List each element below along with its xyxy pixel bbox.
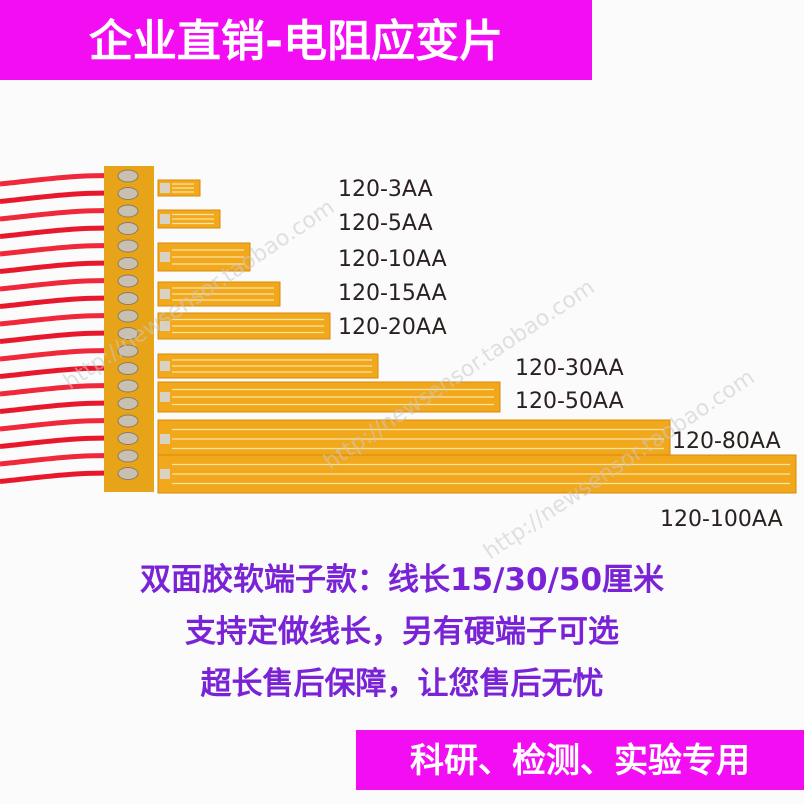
solder-pad: [117, 449, 139, 463]
solder-pad: [117, 222, 139, 235]
solder-pad: [117, 414, 139, 428]
solder-pad: [117, 257, 139, 270]
gauge-tab: [160, 434, 170, 444]
gauge-tab: [160, 469, 170, 479]
gauge-tab: [160, 214, 170, 224]
gauge-tab: [160, 392, 170, 402]
header-banner: [0, 0, 592, 80]
gauge-tab: [160, 252, 170, 262]
gauge-tab: [160, 361, 170, 371]
solder-pad: [117, 362, 139, 375]
description-line: 超长售后保障，让您售后无忧: [201, 666, 604, 702]
terminals: [117, 169, 139, 480]
solder-pad: [117, 397, 139, 410]
footer-text: 科研、检测、实验专用: [410, 741, 750, 781]
gauge-label: 120-80AA: [672, 429, 781, 454]
gauge-label: 120-3AA: [338, 177, 433, 202]
solder-pad: [117, 344, 139, 358]
gauge-tab: [160, 183, 170, 193]
description-line: 支持定做线长，另有硬端子可选: [185, 614, 619, 650]
gauge-label: 120-50AA: [515, 389, 624, 414]
solder-pad: [117, 327, 139, 340]
solder-pad: [117, 187, 139, 200]
gauge-label: 120-5AA: [338, 211, 433, 236]
gauge-label: 120-100AA: [660, 507, 783, 532]
solder-pad: [117, 432, 139, 445]
gauge-label: 120-20AA: [338, 315, 447, 340]
description-line: 双面胶软端子款：线长15/30/50厘米: [140, 562, 664, 598]
solder-pad: [117, 379, 139, 393]
solder-pad: [117, 274, 139, 288]
gauge-tab: [160, 289, 170, 299]
gauge-tab: [160, 321, 170, 331]
solder-pad: [117, 309, 139, 323]
solder-pad: [117, 467, 139, 480]
solder-pad: [117, 169, 139, 183]
header-title: 企业直销-电阻应变片: [89, 16, 503, 67]
gauge-label: 120-15AA: [338, 281, 447, 306]
gauge-label: 120-10AA: [338, 247, 447, 272]
gauges: [157, 179, 797, 494]
gauge-label: 120-30AA: [515, 356, 624, 381]
solder-pad: [117, 204, 139, 218]
footer-banner: [356, 730, 804, 790]
solder-pad: [117, 292, 139, 305]
solder-pad: [117, 239, 139, 253]
